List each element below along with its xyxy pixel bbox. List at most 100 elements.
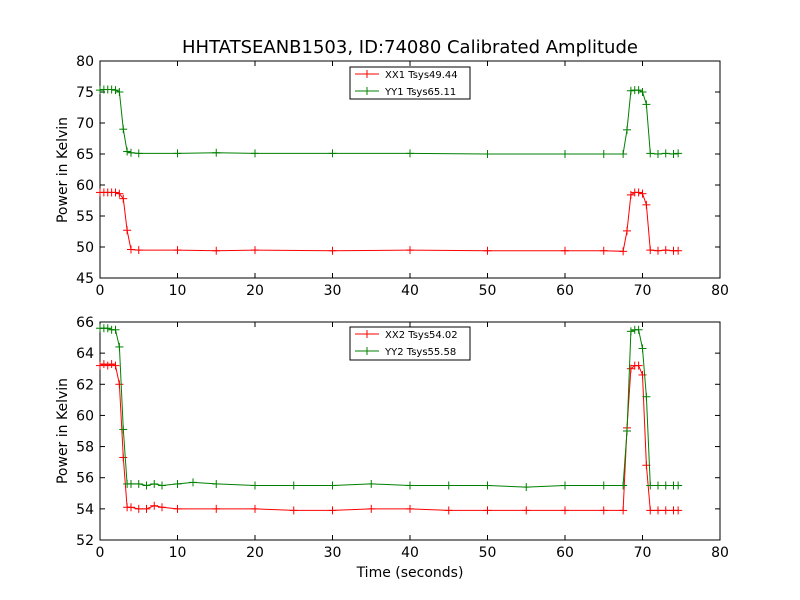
- legend-label-bottom-1: YY2 Tsys55.58: [384, 347, 456, 358]
- y-tick-label-bottom-6: 64: [76, 346, 94, 362]
- series-point-bottom-1-25: [599, 481, 608, 490]
- series-point-top-1-19: [623, 125, 631, 134]
- series-point-bottom-0-13: [173, 504, 182, 513]
- series-point-bottom-0-12: [158, 503, 166, 512]
- series-point-bottom-1-9: [134, 479, 143, 488]
- series-point-bottom-1-17: [289, 481, 298, 490]
- series-point-bottom-1-23: [522, 483, 531, 492]
- series-point-bottom-1-37: [674, 481, 683, 490]
- series-point-bottom-1-5: [115, 342, 124, 351]
- series-point-bottom-0-21: [483, 506, 492, 515]
- series-point-bottom-1-33: [646, 481, 655, 490]
- series-point-top-0-24: [642, 200, 651, 209]
- series-point-top-1-6: [119, 125, 128, 134]
- x-tick-label-top-2: 20: [246, 283, 264, 299]
- series-point-bottom-1-16: [251, 481, 259, 490]
- series-point-bottom-0-36: [674, 506, 683, 515]
- plot-area-bottom: 0 10 20 30 40 50 60 70 80 52 54 56 58 60 62 64 66 Power …: [55, 315, 729, 581]
- series-point-bottom-1-14: [189, 478, 197, 487]
- y-tick-label-top-6: 75: [76, 85, 94, 101]
- series-point-bottom-0-22: [522, 506, 531, 515]
- y-tick-label-top-4: 65: [76, 147, 94, 163]
- series-point-top-0-14: [406, 246, 414, 255]
- series-point-bottom-1-21: [444, 481, 453, 490]
- y-tick-label-top-3: 60: [76, 178, 94, 194]
- series-point-bottom-1-19: [367, 479, 376, 488]
- series-point-top-1-9: [134, 149, 143, 158]
- series-point-bottom-0-5: [115, 380, 124, 389]
- x-tick-label-bottom-2: 20: [246, 545, 264, 561]
- series-point-bottom-1-27: [623, 427, 631, 435]
- series-point-bottom-0-16: [289, 506, 298, 515]
- legend-box-bottom: [349, 326, 471, 361]
- series-point-bottom-1-18: [328, 481, 337, 490]
- series-point-bottom-1-28: [626, 327, 635, 336]
- series-point-bottom-0-32: [646, 506, 655, 515]
- x-tick-label-top-1: 10: [169, 283, 187, 299]
- series-point-top-1-5: [115, 88, 124, 96]
- series-point-top-1-12: [251, 149, 259, 158]
- series-point-bottom-1-10: [142, 481, 151, 490]
- series-point-top-0-7: [123, 226, 132, 235]
- series-point-bottom-0-25: [619, 506, 628, 515]
- series-point-bottom-0-3: [107, 360, 116, 369]
- series-line-bottom-1: [100, 327, 679, 488]
- x-tick-label-bottom-1: 10: [169, 545, 187, 561]
- series-point-top-1-23: [638, 88, 647, 96]
- series-point-top-1-25: [646, 149, 655, 158]
- series-point-top-0-29: [674, 246, 683, 255]
- series-point-bottom-0-2: [103, 361, 112, 370]
- series-point-top-1-0: [96, 86, 104, 95]
- y-tick-label-bottom-1: 54: [76, 502, 94, 518]
- legend-label-top-1: YY1 Tsys65.11: [384, 87, 456, 98]
- series-point-bottom-0-23: [561, 506, 569, 515]
- x-tick-label-top-3: 30: [324, 283, 342, 299]
- series-point-top-1-27: [661, 149, 670, 158]
- series-point-bottom-1-26: [619, 481, 628, 490]
- series-point-bottom-0-1: [99, 360, 108, 369]
- y-tick-label-top-0: 45: [76, 271, 94, 287]
- series-point-bottom-0-18: [367, 504, 376, 513]
- series-point-top-1-13: [328, 149, 337, 158]
- series-point-bottom-0-24: [599, 506, 608, 515]
- series-point-bottom-0-11: [150, 501, 159, 510]
- x-tick-label-top-7: 70: [634, 283, 652, 299]
- series-point-bottom-0-20: [444, 506, 453, 515]
- series-point-top-1-16: [561, 150, 569, 158]
- series-point-bottom-1-8: [127, 479, 135, 488]
- series-point-bottom-1-20: [406, 481, 414, 490]
- series-point-bottom-0-17: [328, 506, 337, 515]
- y-tick-label-top-7: 80: [76, 54, 94, 70]
- series-point-top-0-5: [115, 189, 124, 198]
- y-tick-label-bottom-0: 52: [76, 533, 94, 549]
- series-point-top-0-16: [561, 246, 569, 255]
- y-axis-label-top: Power in Kelvin: [55, 117, 71, 223]
- x-axis-label: Time (seconds): [356, 565, 464, 581]
- series-point-bottom-1-22: [483, 481, 492, 490]
- x-tick-label-top-0: 0: [96, 283, 105, 299]
- series-point-top-0-10: [173, 246, 182, 255]
- series-point-bottom-1-13: [173, 479, 182, 488]
- series-point-bottom-0-0: [96, 361, 104, 370]
- x-tick-label-bottom-3: 30: [324, 545, 342, 561]
- y-tick-label-top-2: 55: [76, 209, 94, 225]
- series-point-bottom-0-34: [661, 506, 670, 515]
- series-point-bottom-1-24: [561, 481, 569, 490]
- series-point-top-1-22: [634, 86, 643, 95]
- y-tick-label-top-5: 70: [76, 116, 94, 132]
- series-point-bottom-1-6: [119, 425, 128, 434]
- series-point-top-0-26: [654, 246, 662, 255]
- series-point-top-0-19: [623, 226, 631, 235]
- x-tick-label-top-6: 60: [556, 283, 574, 299]
- legend-bottom: XX2 Tsys54.02 YY2 Tsys55.58: [349, 326, 471, 361]
- series-point-top-0-12: [251, 246, 259, 255]
- legend-top: XX1 Tsys49.44 YY1 Tsys65.11: [349, 66, 471, 100]
- series-point-top-0-11: [212, 246, 221, 255]
- series-point-bottom-0-19: [406, 504, 414, 513]
- series-point-bottom-0-30: [638, 370, 647, 379]
- series-point-top-1-18: [619, 150, 628, 158]
- series-point-top-1-28: [669, 150, 678, 158]
- series-point-top-1-7: [123, 147, 132, 156]
- series-point-top-0-17: [599, 246, 608, 255]
